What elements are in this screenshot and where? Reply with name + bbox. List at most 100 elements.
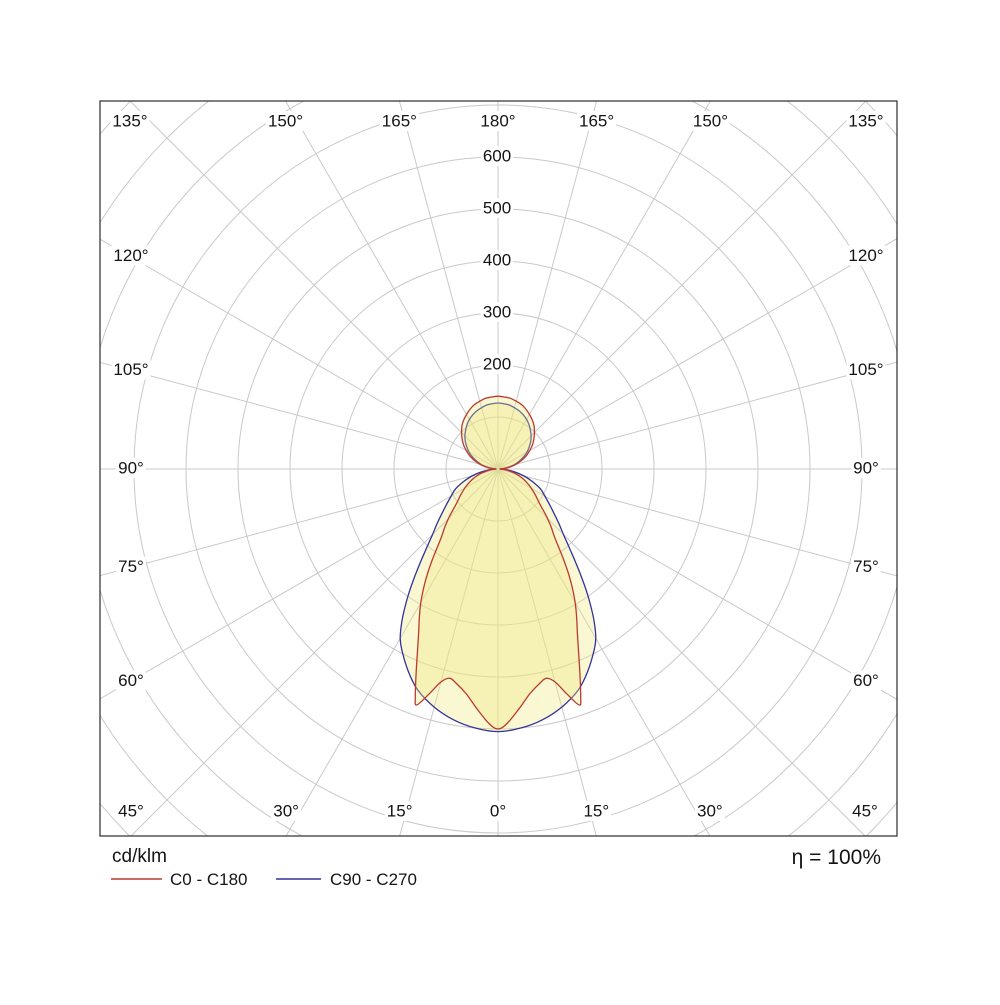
label-backdrop — [116, 457, 146, 478]
angle-label-105-mirror: 105° — [111, 359, 151, 380]
svg-text:165°: 165° — [579, 111, 614, 130]
curve-c0-c180 — [414, 395, 582, 730]
svg-text:15°: 15° — [387, 801, 413, 820]
svg-text:30°: 30° — [273, 801, 299, 820]
angle-label-120: 120° — [846, 245, 886, 266]
legend: cd/klm C0 - C180 C90 - C270 η = 100% — [111, 846, 881, 889]
angle-label-180: 180° — [478, 110, 518, 131]
svg-text:45°: 45° — [118, 801, 144, 820]
label-backdrop — [111, 245, 151, 266]
angle-label-45: 45° — [850, 800, 880, 821]
svg-text:90°: 90° — [118, 458, 144, 477]
label-backdrop — [695, 800, 725, 821]
label-backdrop — [480, 145, 514, 166]
grid-angle-line — [398, 101, 499, 470]
svg-text:75°: 75° — [853, 557, 879, 576]
label-backdrop — [577, 110, 617, 131]
angle-label-30: 30° — [695, 800, 725, 821]
grid-angle-line — [100, 468, 499, 577]
label-backdrop — [271, 800, 301, 821]
angle-label-165: 165° — [577, 110, 617, 131]
angle-label-15-mirror: 15° — [384, 800, 415, 821]
label-backdrop — [851, 457, 881, 478]
grid-angle-line — [497, 238, 897, 470]
radial-tick-label-300: 300 — [480, 301, 514, 322]
units-label: cd/klm — [112, 846, 167, 867]
radial-tick-label-200: 200 — [480, 353, 514, 374]
grid-angle-line — [497, 468, 711, 836]
grid-angle-line — [497, 468, 897, 700]
angle-label-0: 0° — [487, 800, 509, 821]
svg-text:135°: 135° — [848, 111, 883, 130]
legend-label-c90-c270: C90 - C270 — [330, 870, 417, 889]
angle-label-150: 150° — [690, 110, 731, 131]
svg-text:15°: 15° — [583, 801, 609, 820]
plot-border — [99, 100, 898, 837]
label-backdrop — [116, 800, 146, 821]
angle-label-15: 15° — [581, 800, 612, 821]
label-backdrop — [851, 556, 881, 577]
svg-text:75°: 75° — [118, 557, 144, 576]
svg-text:105°: 105° — [848, 360, 883, 379]
grid-angle-line — [497, 468, 897, 577]
label-backdrop — [480, 197, 514, 218]
svg-text:150°: 150° — [268, 111, 303, 130]
grid-angle-line — [284, 101, 499, 470]
angle-label-90: 90° — [851, 457, 881, 478]
grid-angle-line — [497, 361, 897, 470]
grid-angle-line — [100, 238, 499, 470]
angle-label-135: 135° — [846, 110, 886, 131]
curve-c90-c270 — [399, 402, 597, 733]
angle-label-75-mirror: 75° — [116, 556, 146, 577]
label-backdrop — [480, 249, 514, 270]
grid-angle-line — [129, 101, 499, 470]
svg-text:60°: 60° — [118, 671, 144, 690]
grid-angle-line — [497, 101, 598, 470]
angle-label-60-mirror: 60° — [116, 670, 146, 691]
label-backdrop — [379, 110, 419, 131]
svg-text:500: 500 — [483, 198, 511, 217]
svg-text:0°: 0° — [490, 801, 506, 820]
angle-label-135-mirror: 135° — [110, 110, 150, 131]
svg-text:400: 400 — [483, 250, 511, 269]
label-backdrop — [111, 359, 151, 380]
label-backdrop — [478, 110, 518, 131]
svg-text:180°: 180° — [480, 111, 515, 130]
svg-text:120°: 120° — [113, 246, 148, 265]
svg-text:120°: 120° — [848, 246, 883, 265]
intensity-curves — [399, 395, 597, 733]
label-backdrop — [851, 670, 881, 691]
label-backdrop — [846, 110, 886, 131]
svg-text:90°: 90° — [853, 458, 879, 477]
angle-label-150-mirror: 150° — [265, 110, 306, 131]
label-backdrop — [116, 670, 146, 691]
label-backdrop — [116, 556, 146, 577]
angle-label-45-mirror: 45° — [116, 800, 146, 821]
grid-angle-line — [497, 101, 712, 470]
axis-labels: 0° 15° 15° 30° 30° 45° 45° 60° 60° 75° 75° 90° 90° 10… — [110, 110, 886, 821]
svg-text:150°: 150° — [693, 111, 728, 130]
radial-tick-label-500: 500 — [480, 197, 514, 218]
svg-text:105°: 105° — [113, 360, 148, 379]
label-backdrop — [110, 110, 150, 131]
grid-angle-line — [100, 468, 499, 700]
svg-text:165°: 165° — [382, 111, 417, 130]
svg-text:300: 300 — [483, 302, 511, 321]
angle-label-120-mirror: 120° — [111, 245, 151, 266]
grid-angle-line — [497, 468, 597, 836]
label-backdrop — [846, 359, 886, 380]
radial-tick-label-600: 600 — [480, 145, 514, 166]
label-backdrop — [480, 353, 514, 374]
angle-label-105: 105° — [846, 359, 886, 380]
svg-text:135°: 135° — [112, 111, 147, 130]
label-backdrop — [384, 800, 415, 821]
svg-text:600: 600 — [483, 146, 511, 165]
svg-text:30°: 30° — [697, 801, 723, 820]
efficiency-label: η = 100% — [792, 846, 881, 869]
grid-angle-line — [399, 468, 499, 836]
grid-angle-line — [497, 101, 867, 470]
label-backdrop — [850, 800, 880, 821]
radial-tick-label-400: 400 — [480, 249, 514, 270]
label-backdrop — [265, 110, 306, 131]
grid-angle-line — [285, 468, 499, 836]
